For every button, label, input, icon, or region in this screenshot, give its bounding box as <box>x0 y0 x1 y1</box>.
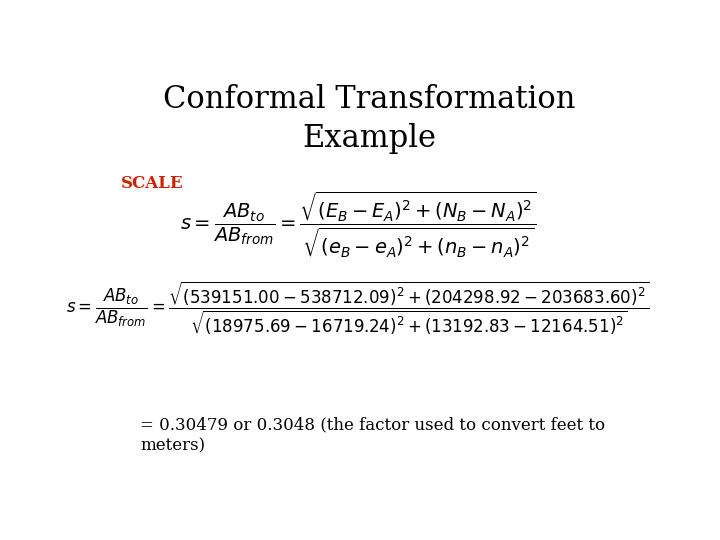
Text: SCALE: SCALE <box>121 175 184 192</box>
Text: Conformal Transformation: Conformal Transformation <box>163 84 575 114</box>
Text: $s = \dfrac{AB_{to}}{AB_{from}} = \dfrac{\sqrt{(E_B - E_A)^2 + (N_B - N_A)^2}}{\: $s = \dfrac{AB_{to}}{AB_{from}} = \dfrac… <box>179 190 536 260</box>
Text: Example: Example <box>302 123 436 154</box>
Text: $s = \dfrac{AB_{to}}{AB_{from}} = \dfrac{\sqrt{(539151.00 - 538712.09)^2 + (2042: $s = \dfrac{AB_{to}}{AB_{from}} = \dfrac… <box>66 279 649 337</box>
Text: meters): meters) <box>140 437 205 454</box>
Text: = 0.30479 or 0.3048 (the factor used to convert feet to: = 0.30479 or 0.3048 (the factor used to … <box>140 416 606 433</box>
